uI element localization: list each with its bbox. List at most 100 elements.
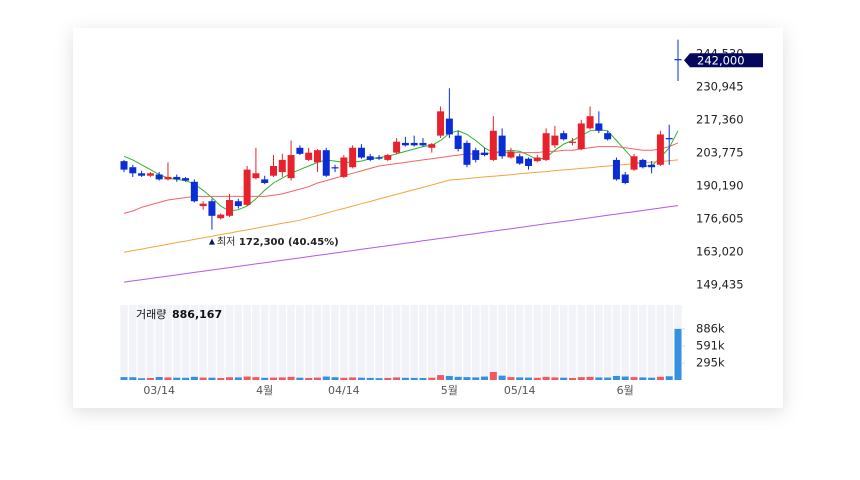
candle-body bbox=[568, 141, 576, 143]
volume-bar bbox=[305, 377, 313, 380]
volume-bar bbox=[208, 377, 216, 380]
candle bbox=[445, 88, 453, 139]
current-price-label: 242,000 bbox=[697, 53, 745, 67]
volume-bar bbox=[437, 375, 445, 380]
x-tick-label: 4월 bbox=[256, 384, 273, 397]
x-tick-label: 6월 bbox=[617, 384, 634, 397]
candle-body bbox=[190, 181, 198, 202]
volume-bar bbox=[138, 378, 146, 380]
candle-body bbox=[445, 118, 453, 135]
candle-body bbox=[489, 130, 497, 160]
candle-body bbox=[472, 150, 480, 160]
volume-bar bbox=[410, 377, 418, 380]
candle-body bbox=[375, 157, 383, 159]
candle-body bbox=[322, 150, 330, 176]
y-tick-label: 230,945 bbox=[696, 80, 744, 94]
volume-bar bbox=[234, 377, 242, 380]
volume-latest: 886,167 bbox=[172, 308, 222, 321]
candle bbox=[410, 135, 418, 147]
candle bbox=[648, 161, 656, 174]
volume-bar bbox=[674, 328, 682, 380]
candle bbox=[560, 130, 568, 141]
volume-bar bbox=[454, 376, 462, 380]
volume-bar bbox=[155, 377, 163, 380]
candle-body bbox=[357, 147, 365, 158]
candle bbox=[621, 172, 629, 185]
candle-body bbox=[173, 176, 181, 180]
candle-body bbox=[595, 123, 603, 131]
candle bbox=[437, 106, 445, 139]
candle bbox=[322, 147, 330, 177]
volume-bar bbox=[630, 377, 638, 380]
candle-body bbox=[428, 144, 436, 148]
candle bbox=[305, 147, 313, 162]
candle bbox=[577, 119, 585, 151]
candle-body bbox=[349, 147, 357, 168]
candle bbox=[296, 145, 304, 156]
candle bbox=[243, 166, 251, 207]
volume-bar bbox=[217, 377, 225, 380]
volume-bar bbox=[419, 378, 427, 380]
candle bbox=[542, 128, 550, 162]
y-tick-label: 217,360 bbox=[696, 113, 744, 127]
x-tick-label: 5월 bbox=[441, 384, 458, 397]
candle-body bbox=[208, 201, 216, 216]
y-tick-label: 149,435 bbox=[696, 278, 744, 292]
candle bbox=[384, 153, 392, 162]
candle bbox=[551, 125, 559, 148]
candle-body bbox=[507, 151, 515, 158]
candle-body bbox=[481, 152, 489, 156]
candle-body bbox=[533, 157, 541, 162]
candle-body bbox=[463, 142, 471, 165]
volume-bar bbox=[120, 377, 128, 380]
candle-body bbox=[384, 155, 392, 160]
low-marker-label: 최저 bbox=[217, 236, 235, 248]
candle-body bbox=[226, 200, 234, 216]
candle-body bbox=[243, 169, 251, 205]
candle bbox=[489, 116, 497, 162]
candle bbox=[226, 193, 234, 218]
candle-body bbox=[612, 159, 620, 180]
volume-bar bbox=[525, 377, 533, 380]
moving-averages bbox=[123, 129, 679, 283]
candle-body bbox=[155, 174, 163, 180]
candle-body bbox=[305, 152, 313, 160]
moving-average-line bbox=[123, 142, 679, 214]
moving-average-line bbox=[123, 159, 679, 253]
candle-body bbox=[401, 142, 409, 146]
candle bbox=[630, 153, 638, 171]
candle bbox=[313, 148, 321, 173]
candle bbox=[533, 155, 541, 163]
volume-bar bbox=[349, 377, 357, 380]
volume-bar bbox=[595, 377, 603, 380]
volume-tick-label: 886k bbox=[696, 321, 725, 335]
volume-bar bbox=[612, 375, 620, 380]
volume-bar bbox=[401, 377, 409, 380]
candle-body bbox=[331, 167, 339, 169]
volume-bar bbox=[577, 377, 585, 380]
volume-bar bbox=[296, 377, 304, 380]
candle bbox=[428, 142, 436, 153]
volume-bar bbox=[269, 377, 277, 380]
volume-bar bbox=[428, 377, 436, 380]
volume-bar bbox=[340, 377, 348, 380]
candle-body bbox=[410, 142, 418, 146]
overlay: 최저 172,300 (40.45%) 242,000 거래량 886,167 bbox=[136, 53, 763, 321]
volume-bar bbox=[313, 377, 321, 380]
candle bbox=[331, 164, 339, 173]
candle-body bbox=[269, 166, 277, 176]
y-tick-label: 203,775 bbox=[696, 146, 744, 160]
candle-body bbox=[164, 176, 172, 180]
volume-bar bbox=[375, 378, 383, 380]
volume-bar bbox=[516, 377, 524, 380]
candle-body bbox=[639, 159, 647, 168]
candle-body bbox=[560, 133, 568, 140]
candle-body bbox=[296, 147, 304, 154]
candle bbox=[278, 153, 286, 177]
volume-bar bbox=[173, 377, 181, 380]
candle-body bbox=[252, 173, 260, 179]
candle bbox=[481, 147, 489, 157]
volume-bar bbox=[182, 377, 190, 380]
candle bbox=[349, 145, 357, 169]
volume-bar bbox=[648, 377, 656, 380]
